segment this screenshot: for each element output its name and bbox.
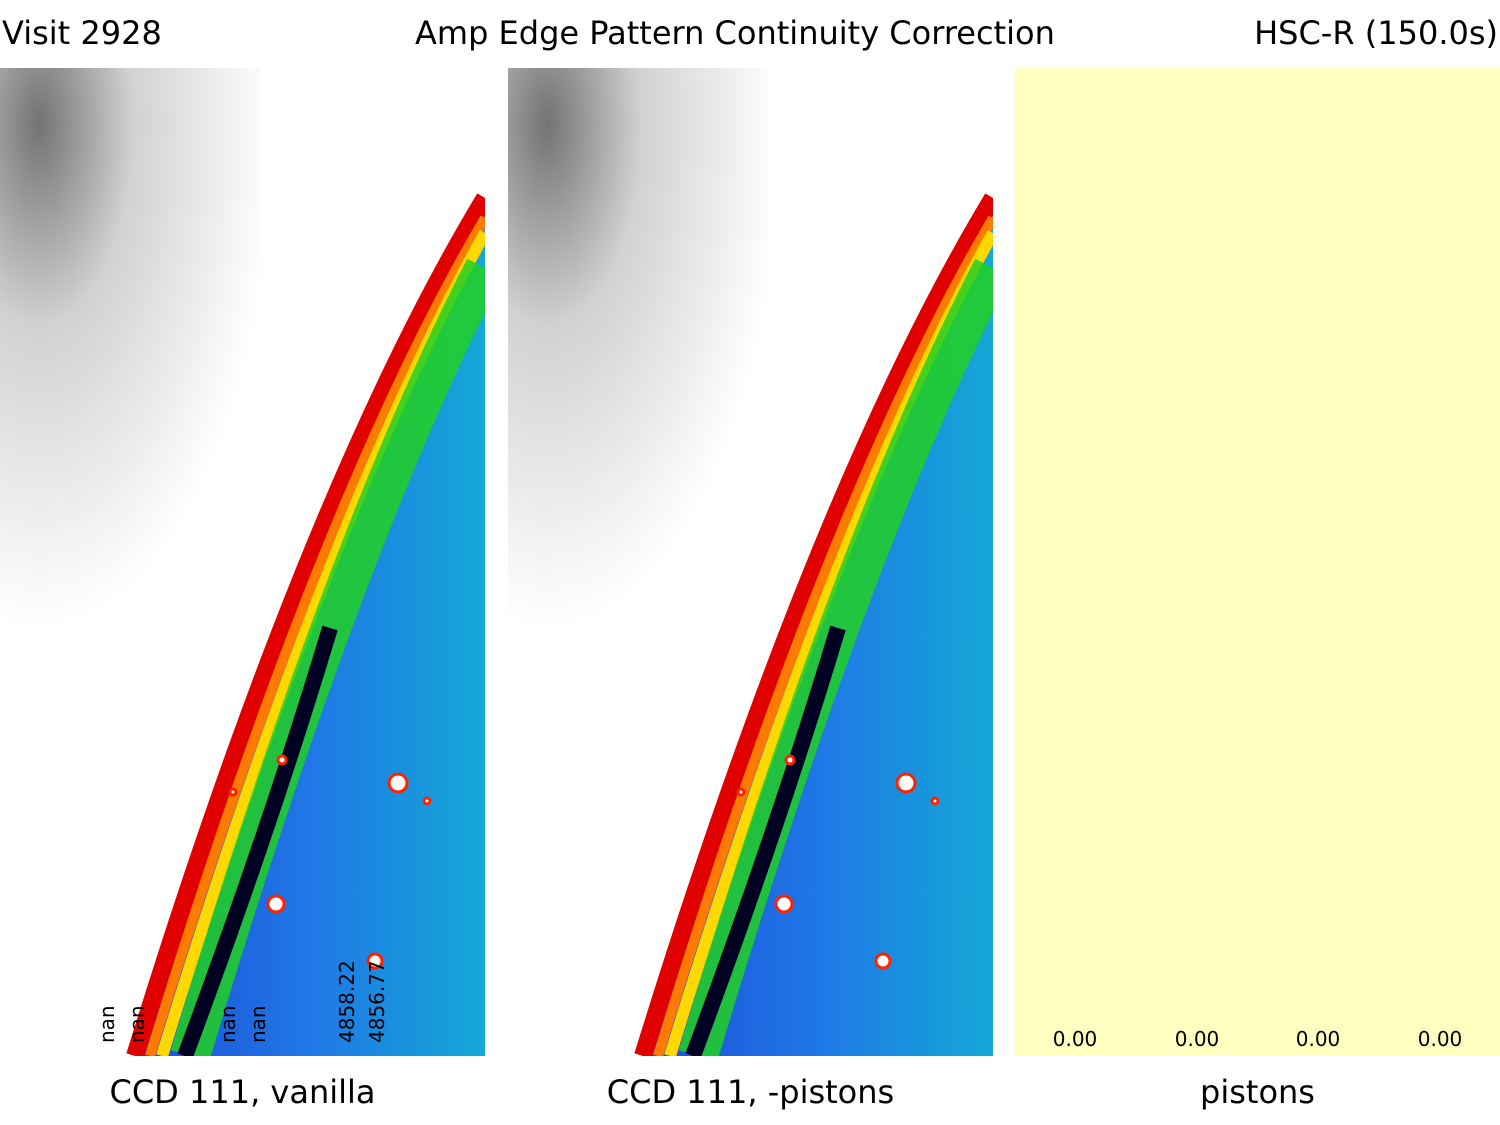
corrected-noise-speckle bbox=[508, 68, 768, 628]
vanilla-amp-label-6: 4856.77 bbox=[365, 960, 389, 1043]
vanilla-arc-orange bbox=[145, 215, 485, 1056]
corrected-image bbox=[508, 68, 993, 1056]
vanilla-bright-stars bbox=[228, 754, 432, 970]
vanilla-noise-speckle bbox=[0, 68, 260, 628]
filter-label: HSC-R (150.0s) bbox=[1254, 14, 1498, 52]
corrected-dark-stripe bbox=[685, 625, 846, 1056]
vanilla-amp-label-1: nan bbox=[95, 1005, 119, 1043]
vanilla-amp-label-4: nan bbox=[246, 1005, 270, 1043]
piston-value-2: 0.00 bbox=[1174, 1027, 1220, 1051]
vanilla-dark-stripe bbox=[177, 625, 338, 1056]
visit-label: Visit 2928 bbox=[2, 14, 162, 52]
figure-title: Amp Edge Pattern Continuity Correction bbox=[415, 14, 1055, 52]
corrected-bright-stars bbox=[736, 754, 940, 970]
corrected-arc-orange bbox=[653, 215, 993, 1056]
vanilla-amp-label-3: nan bbox=[216, 1005, 240, 1043]
pistons-panel bbox=[1015, 68, 1500, 1056]
vanilla-arc-red bbox=[126, 193, 485, 1056]
corrected-arc-red bbox=[634, 193, 993, 1056]
vanilla-caption: CCD 111, vanilla bbox=[109, 1073, 376, 1111]
pistons-caption: pistons bbox=[1200, 1073, 1315, 1111]
piston-value-4: 0.00 bbox=[1417, 1027, 1463, 1051]
piston-value-3: 0.00 bbox=[1295, 1027, 1341, 1051]
vanilla-amp-label-2: nan bbox=[125, 1005, 149, 1043]
corrected-caption: CCD 111, -pistons bbox=[606, 1073, 895, 1111]
vanilla-amp-label-5: 4858.22 bbox=[335, 960, 359, 1043]
corrected-image-panel bbox=[508, 68, 993, 1056]
vanilla-image bbox=[0, 68, 485, 1056]
piston-value-1: 0.00 bbox=[1052, 1027, 1098, 1051]
vanilla-image-panel bbox=[0, 68, 485, 1056]
